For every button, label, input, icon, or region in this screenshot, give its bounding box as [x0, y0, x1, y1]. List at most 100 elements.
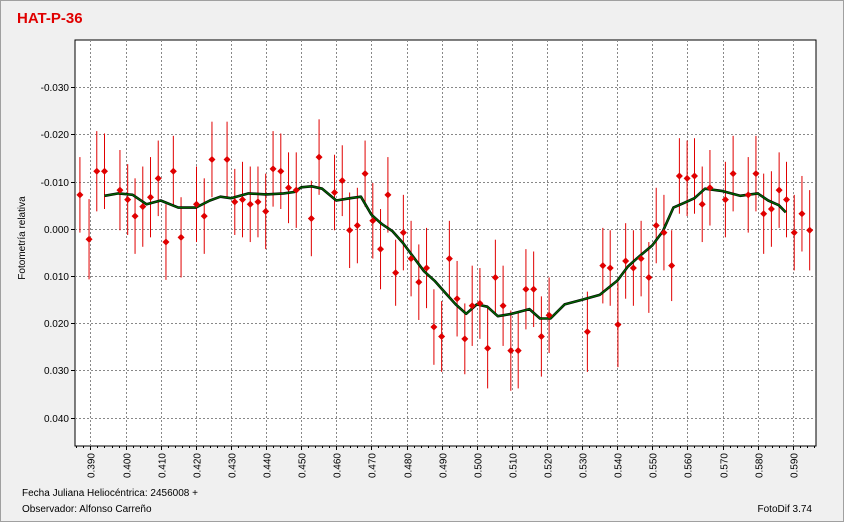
data-point: [545, 311, 553, 319]
data-point: [100, 167, 108, 175]
data-point: [231, 198, 239, 206]
data-point: [392, 269, 400, 277]
data-point: [154, 174, 162, 182]
y-tick-label: 0.000: [44, 225, 69, 236]
data-point: [507, 347, 515, 355]
data-point: [798, 210, 806, 218]
data-point: [407, 255, 415, 263]
data-point: [622, 257, 630, 265]
x-tick-label: 0.390: [87, 453, 98, 478]
data-point: [292, 186, 300, 194]
data-point: [85, 235, 93, 243]
data-point: [783, 196, 791, 204]
footer-software-version: FotoDif 3.74: [757, 504, 812, 515]
x-tick-label: 0.420: [193, 453, 204, 478]
y-tick-label: 0.040: [44, 414, 69, 425]
data-point: [629, 264, 637, 272]
data-point: [468, 302, 476, 310]
data-point: [116, 186, 124, 194]
x-tick-label: 0.590: [790, 453, 801, 478]
data-point: [675, 172, 683, 180]
data-point: [806, 226, 814, 234]
fit-line: [104, 185, 787, 320]
data-points: [76, 153, 814, 355]
data-point: [744, 191, 752, 199]
data-point: [660, 229, 668, 237]
data-point: [177, 233, 185, 241]
x-tick-label: 0.450: [298, 453, 309, 478]
data-point: [652, 222, 660, 230]
data-point: [698, 200, 706, 208]
data-point: [169, 167, 177, 175]
data-point: [583, 328, 591, 336]
x-tick-label: 0.500: [474, 453, 485, 478]
x-tick-label: 0.530: [579, 453, 590, 478]
data-point: [277, 167, 285, 175]
data-point: [614, 321, 622, 329]
data-point: [537, 332, 545, 340]
y-tick-label: -0.030: [41, 83, 70, 94]
data-point: [139, 203, 147, 211]
data-point: [514, 347, 522, 355]
data-point: [262, 207, 270, 215]
data-point: [147, 193, 155, 201]
grid-lines: [75, 40, 816, 446]
plot-area: [74, 39, 817, 447]
data-point: [415, 278, 423, 286]
data-point: [346, 226, 354, 234]
data-point: [683, 174, 691, 182]
data-point: [453, 295, 461, 303]
x-tick-label: 0.520: [544, 453, 555, 478]
x-tick-label: 0.400: [123, 453, 134, 478]
data-point: [399, 229, 407, 237]
axes: 0.390 0.400 0.410 0.420 0.430 0.440 0.450 0.460…: [41, 83, 815, 478]
x-tick-label: 0.540: [614, 453, 625, 478]
data-point: [499, 302, 507, 310]
data-point: [338, 177, 346, 185]
data-point: [353, 222, 361, 230]
data-point: [377, 245, 385, 253]
x-tick-label: 0.560: [684, 453, 695, 478]
data-point: [423, 264, 431, 272]
x-tick-label: 0.510: [509, 453, 520, 478]
data-point: [706, 184, 714, 192]
data-point: [484, 344, 492, 352]
data-point: [254, 198, 262, 206]
data-point: [131, 212, 139, 220]
data-point: [331, 188, 339, 196]
x-tick-label: 0.480: [404, 453, 415, 478]
data-point: [369, 217, 377, 225]
data-point: [721, 196, 729, 204]
data-point: [637, 255, 645, 263]
data-point: [285, 184, 293, 192]
data-point: [645, 273, 653, 281]
x-tick-label: 0.580: [755, 453, 766, 478]
y-tick-label: 0.010: [44, 272, 69, 283]
data-point: [767, 205, 775, 213]
data-point: [530, 285, 538, 293]
data-point: [384, 191, 392, 199]
data-point: [430, 323, 438, 331]
data-point: [208, 155, 216, 163]
footer-julian-date: Fecha Juliana Heliocéntrica: 2456008 +: [22, 488, 198, 499]
y-axis-label: Fotometría relativa: [17, 196, 28, 280]
data-point: [668, 262, 676, 270]
data-point: [162, 238, 170, 246]
chart-title: HAT-P-36: [17, 10, 83, 27]
data-point: [461, 335, 469, 343]
x-tick-label: 0.410: [158, 453, 169, 478]
data-point: [200, 212, 208, 220]
data-point: [361, 170, 369, 178]
data-point: [438, 332, 446, 340]
y-tick-label: 0.030: [44, 366, 69, 377]
y-tick-label: -0.020: [41, 130, 70, 141]
data-point: [476, 299, 484, 307]
data-point: [269, 165, 277, 173]
data-point: [76, 191, 84, 199]
data-point: [193, 200, 201, 208]
x-tick-label: 0.470: [368, 453, 379, 478]
x-tick-label: 0.490: [439, 453, 450, 478]
data-point: [606, 264, 614, 272]
data-point: [223, 155, 231, 163]
